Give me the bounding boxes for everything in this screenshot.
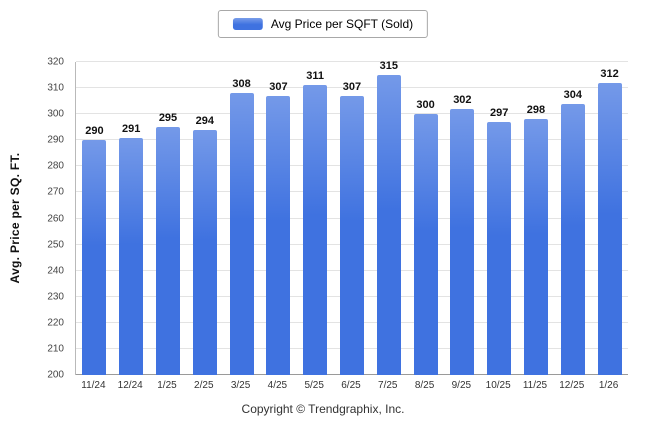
bar-10/25 [487,122,512,375]
x-tick-label: 4/25 [267,380,288,391]
bars-container: 290 291 295 294 308 307 311 307 315 300 302 297 298 3… [76,60,628,375]
bar-value-label: 295 [158,112,178,125]
x-tick-label: 11/25 [522,380,548,391]
bar-slot: 290 [76,62,113,375]
bar-slot: 302 [444,62,481,375]
y-tick-label: 200 [47,369,64,381]
copyright-text: Copyright © Trendgraphix, Inc. [241,402,405,416]
x-tick-label: 1/25 [157,380,177,391]
plot-area: 290 291 295 294 308 307 311 307 315 300 302 297 298 3… [75,60,628,375]
x-tick-label: 6/25 [341,380,361,391]
y-tick-label: 220 [47,317,64,329]
y-tick-label: 270 [47,186,64,198]
bar-slot: 307 [260,62,297,375]
x-tick-label: 3/25 [230,380,251,391]
bar-slot: 300 [407,62,444,375]
bar-value-label: 302 [453,93,472,106]
gridline [76,87,628,89]
x-tick-label: 8/25 [414,380,435,391]
x-tick-label: 1/26 [598,380,619,391]
y-axis-ticks: 200 210 220 230 240 250 260 270 280 290 300 310 320 [36,57,70,381]
bar-12/25 [560,103,585,375]
bar-slot: 297 [481,62,518,375]
bar-slot: 295 [150,62,187,375]
y-tick-label: 290 [47,134,64,146]
bar-11/25 [523,119,548,375]
bar-value-label: 308 [232,78,251,91]
bar-9/25 [450,108,475,375]
bar-value-label: 304 [563,88,582,101]
bar-1/26 [597,82,622,375]
bar-11/24 [82,140,107,375]
bar-slot: 298 [518,62,555,375]
y-tick-label: 310 [47,82,64,94]
bar-value-label: 307 [269,80,288,93]
bar-1/25 [155,127,180,375]
legend: Avg Price per SQFT (Sold) [217,10,429,38]
bar-slot: 311 [297,62,334,375]
y-tick-label: 300 [47,108,64,120]
bar-value-label: 315 [379,60,398,73]
bar-slot: 312 [591,62,628,375]
bar-slot: 304 [554,62,591,375]
bar-value-label: 300 [416,99,435,112]
legend-swatch [232,18,263,30]
bar-4/25 [266,95,291,375]
y-tick-label: 250 [47,239,64,251]
bar-5/25 [303,85,328,375]
y-tick-label: 230 [47,291,64,303]
x-tick-label: 9/25 [451,380,472,391]
bar-slot: 291 [113,62,150,375]
x-tick-label: 10/25 [485,380,511,391]
x-tick-label: 5/25 [304,380,324,391]
y-tick-label: 280 [47,160,64,172]
bar-value-label: 291 [122,122,141,135]
y-axis-title: Avg. Price per SQ. FT. [8,152,23,284]
bar-8/25 [413,114,438,375]
bar-value-label: 297 [489,107,509,119]
y-tick-label: 260 [47,213,64,224]
bar-12/24 [119,137,144,375]
bar-value-label: 312 [600,67,619,80]
bar-6/25 [339,95,364,375]
bar-value-label: 298 [526,104,546,117]
y-tick-label: 210 [47,343,64,355]
bar-slot: 315 [370,60,407,375]
bar-slot: 307 [334,62,371,375]
gridline [76,61,628,62]
bar-value-label: 311 [306,70,325,83]
bar-slot: 294 [186,62,223,375]
bar-value-label: 294 [195,114,214,127]
bar-7/25 [376,75,401,375]
y-tick-label: 320 [47,56,64,68]
x-tick-label: 11/24 [81,380,106,391]
x-axis-ticks: 11/24 12/24 1/25 2/25 3/25 4/25 5/25 6/25 7/25 8/… [75,380,627,391]
bar-2/25 [192,129,217,375]
bar-value-label: 290 [85,125,104,138]
y-tick-label: 240 [47,265,64,277]
bar-slot: 308 [223,62,260,375]
x-tick-label: 12/24 [117,380,143,391]
bar-value-label: 307 [342,80,362,93]
legend-label: Avg Price per SQFT (Sold) [270,17,414,31]
x-tick-label: 7/25 [378,380,398,391]
bar-3/25 [229,93,254,375]
x-tick-label: 12/25 [559,380,585,391]
x-tick-label: 2/25 [194,380,214,391]
